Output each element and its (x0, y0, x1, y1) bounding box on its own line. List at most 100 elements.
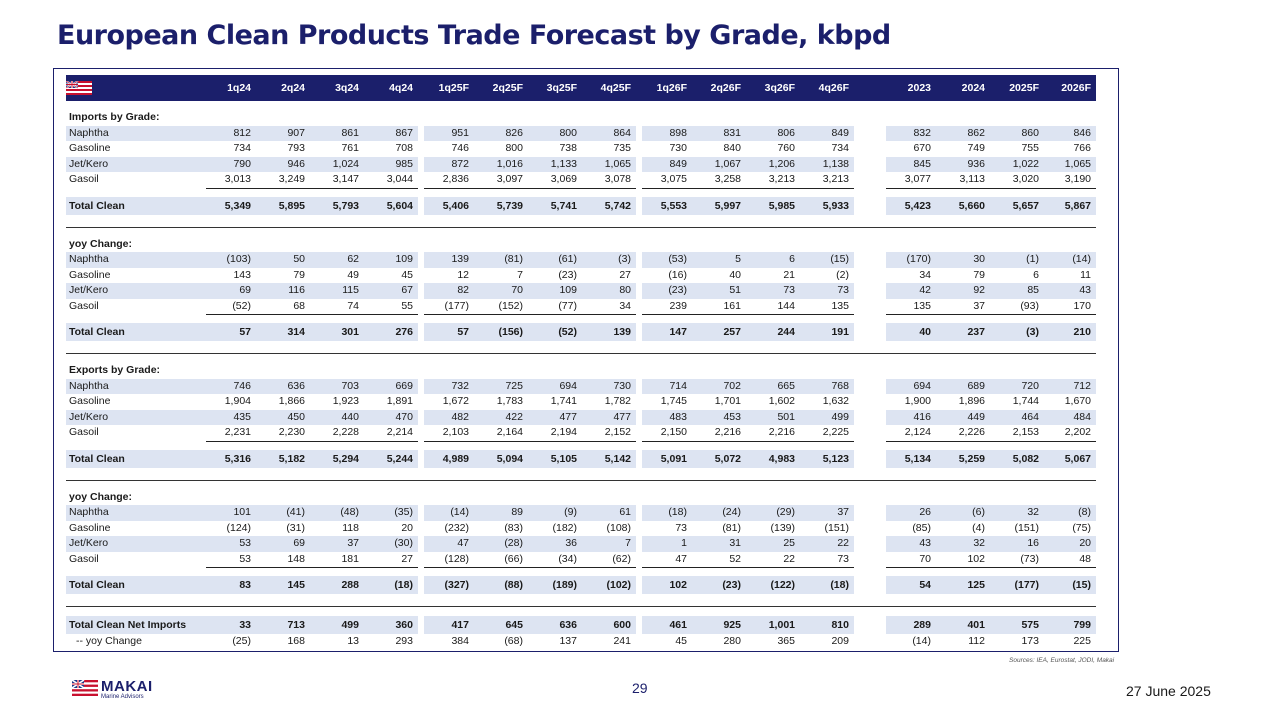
table-cell (424, 237, 474, 253)
table-cell: 7 (582, 536, 636, 552)
trade-forecast-table: 1q24 2q24 3q24 4q24 1q25F 2q25F 3q25F 4q… (66, 75, 1096, 650)
table-cell: 161 (692, 298, 746, 315)
table-cell: 5,134 (886, 449, 936, 468)
table-cell: 102 (936, 551, 990, 568)
table-cell: 3,190 (1044, 172, 1096, 189)
table-cell: 168 (287, 635, 305, 647)
table-cell: 985 (364, 156, 418, 172)
table-cell: 4,983 (746, 449, 800, 468)
table-cell: 289 (886, 616, 936, 634)
table-cell: 40 (729, 268, 741, 281)
table-cell: 1,896 (958, 395, 985, 407)
table-cell: 62 (310, 252, 364, 268)
table-cell: 812 (206, 125, 256, 141)
table-cell: 832 (886, 125, 936, 141)
table-cell (474, 237, 528, 253)
page-title: European Clean Products Trade Forecast b… (57, 20, 891, 51)
table-cell: 3,020 (990, 172, 1044, 189)
table-cell: 3,249 (256, 172, 310, 189)
total-row: Total Clean 57 314 301 276 57 (156) (52) 139 147 2… (66, 323, 1096, 341)
row-label: Jet/Kero (66, 409, 206, 425)
table-cell: 51 (692, 283, 746, 299)
table-cell (582, 490, 636, 506)
table-cell: 1,138 (800, 156, 854, 172)
table-cell (746, 363, 800, 379)
table-cell (746, 237, 800, 253)
table-cell (990, 490, 1044, 506)
table-cell: 191 (800, 323, 854, 341)
table-cell: 73 (800, 551, 854, 568)
table-cell: 181 (310, 551, 364, 568)
table-cell (582, 110, 636, 126)
table-cell (746, 110, 800, 126)
table-cell: 45 (401, 268, 413, 281)
table-cell: 3,213 (746, 172, 800, 189)
table-cell: 70 (474, 283, 528, 299)
row-label: Jet/Kero (66, 156, 206, 172)
table-cell: 907 (256, 125, 310, 141)
table-cell: 37 (310, 536, 364, 552)
table-cell (256, 110, 310, 126)
table-cell: 241 (613, 635, 631, 647)
table-cell: (28) (474, 536, 528, 552)
table-cell: 5,294 (310, 449, 364, 468)
col-header: 4q26F (800, 75, 854, 101)
table-cell: 449 (936, 409, 990, 425)
table-cell: (30) (364, 536, 418, 552)
table-cell: 27 (364, 551, 418, 568)
table-cell: 143 (233, 268, 251, 281)
table-cell: (23) (642, 283, 692, 299)
row-label: yoy Change: (69, 490, 133, 503)
table-cell: 670 (913, 142, 931, 154)
table-cell (364, 110, 418, 126)
table-cell (528, 110, 582, 126)
table-cell: 115 (310, 283, 364, 299)
table-cell: (53) (642, 252, 692, 268)
total-row: Total Clean 5,316 5,182 5,294 5,244 4,989 5,09… (66, 449, 1096, 468)
table-cell (936, 490, 990, 506)
table-cell (800, 110, 854, 126)
table-cell (692, 237, 746, 253)
table-cell: 1,016 (474, 156, 528, 172)
col-header: 1q26F (642, 75, 692, 101)
table-cell: 417 (424, 616, 474, 634)
table-cell (936, 237, 990, 253)
table-cell: 45 (675, 635, 687, 647)
table-cell: 867 (364, 125, 418, 141)
table-cell: 1,782 (604, 395, 631, 407)
table-cell: 5,067 (1044, 449, 1096, 468)
table-cell: 85 (990, 283, 1044, 299)
table-cell: 2,226 (936, 425, 990, 442)
table-row: Jet/Kero 790 946 1,024 985 872 1,016 1,133 1,065… (66, 156, 1096, 172)
table-cell (800, 363, 854, 379)
table-cell (256, 363, 310, 379)
row-label: yoy Change: (69, 237, 133, 250)
row-label: -- yoy Change (76, 635, 142, 647)
table-cell: 5,660 (936, 196, 990, 215)
table-cell: 735 (613, 142, 631, 154)
row-label: Total Clean (66, 196, 206, 215)
table-cell: 422 (474, 409, 528, 425)
table-cell: 720 (990, 378, 1044, 394)
table-cell: 862 (936, 125, 990, 141)
table-cell: 147 (642, 323, 692, 341)
table-cell (310, 110, 364, 126)
table-cell: 5,793 (310, 196, 364, 215)
table-cell: (34) (528, 551, 582, 568)
table-cell: 1,745 (660, 395, 687, 407)
page-number: 29 (632, 680, 648, 696)
table-cell: (156) (474, 323, 528, 341)
table-cell: 137 (559, 635, 577, 647)
row-label: Gasoil (69, 299, 99, 312)
table-cell: 276 (364, 323, 418, 341)
total-row: Total Clean Net Imports 33 713 499 360 417 645… (66, 616, 1096, 634)
table-cell: 360 (364, 616, 418, 634)
table-cell: 755 (1021, 142, 1039, 154)
table-cell: 694 (886, 378, 936, 394)
table-cell: 734 (233, 142, 251, 154)
table-cell: 5,123 (800, 449, 854, 468)
table-cell: 5,933 (800, 196, 854, 215)
table-cell: 5,657 (990, 196, 1044, 215)
table-cell: 3,077 (886, 172, 936, 189)
table-cell: 47 (642, 551, 692, 568)
